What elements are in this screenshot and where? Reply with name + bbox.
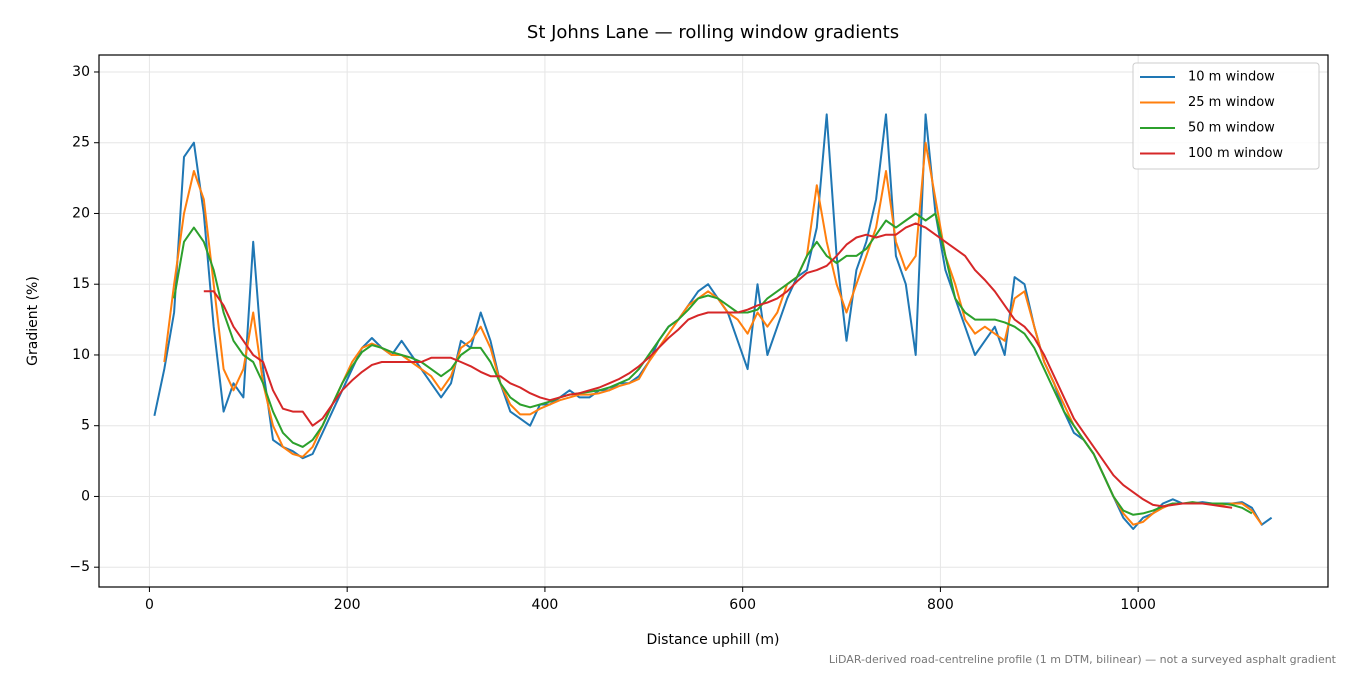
y-tick-label: −5 bbox=[69, 559, 90, 575]
legend-label: 100 m window bbox=[1188, 146, 1283, 161]
x-tick-label: 1000 bbox=[1120, 597, 1156, 613]
x-tick-label: 200 bbox=[334, 597, 361, 613]
y-tick-label: 30 bbox=[72, 64, 90, 80]
x-axis-label: Distance uphill (m) bbox=[647, 632, 780, 648]
series-line bbox=[203, 222, 1233, 509]
y-tick-label: 0 bbox=[81, 488, 90, 504]
x-tick-label: 800 bbox=[927, 597, 954, 613]
x-tick-label: 400 bbox=[532, 597, 559, 613]
y-axis-label: Gradient (%) bbox=[25, 276, 41, 366]
y-tick-label: 5 bbox=[81, 418, 90, 434]
series-line bbox=[173, 212, 1253, 516]
y-tick-label: 10 bbox=[72, 347, 90, 363]
legend-box bbox=[1132, 62, 1320, 170]
legend-label: 10 m window bbox=[1188, 70, 1275, 85]
legend-label: 25 m window bbox=[1188, 95, 1275, 110]
x-tick-label: 600 bbox=[729, 597, 756, 613]
legend-label: 50 m window bbox=[1188, 121, 1275, 136]
y-tick-label: 15 bbox=[72, 276, 90, 292]
chart-title: St Johns Lane — rolling window gradients bbox=[527, 22, 899, 43]
x-tick-label: 0 bbox=[145, 597, 154, 613]
footnote: LiDAR-derived road-centreline profile (1… bbox=[829, 653, 1337, 666]
plot-frame bbox=[98, 54, 1329, 588]
y-tick-label: 25 bbox=[72, 135, 90, 151]
y-tick-label: 20 bbox=[72, 205, 90, 221]
